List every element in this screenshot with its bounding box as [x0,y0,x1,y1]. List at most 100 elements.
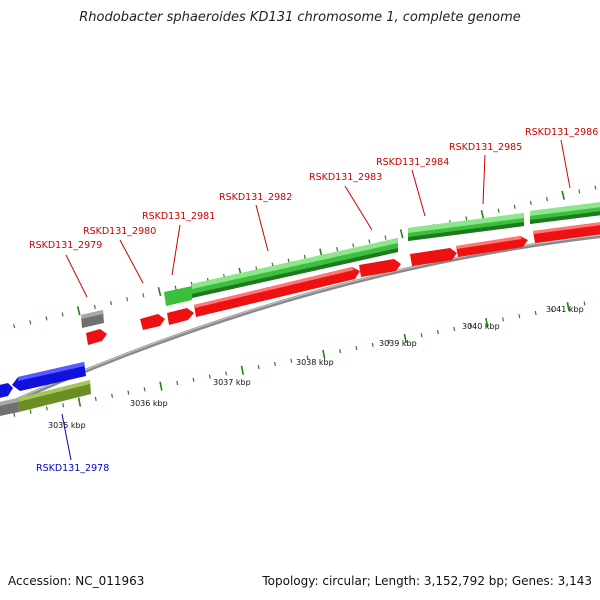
minor-tick [352,243,355,248]
minor-tick [62,403,65,408]
major-tick [480,209,485,220]
minor-tick [273,361,276,366]
minor-tick [271,262,274,267]
minor-tick [594,185,597,190]
gene-RSKD131_2984[interactable] [410,248,457,266]
minor-tick [368,239,371,244]
minor-tick [388,339,390,344]
gene-label-RSKD131_2979[interactable]: RSKD131_2979 [29,240,102,251]
minor-tick [192,377,195,382]
minor-tick [303,254,306,259]
minor-tick [453,326,456,331]
minor-tick [469,323,472,328]
gene-RSKD131_2980[interactable] [140,314,165,330]
gene-label-RSKD131_2978[interactable]: RSKD131_2978 [36,463,109,474]
major-tick [76,306,81,316]
minor-tick [545,197,549,202]
minor-tick [420,333,423,338]
scale-label-3036: 3036 kbp [130,399,168,408]
scale-label-3039: 3039 kbp [379,339,417,348]
major-tick [322,349,326,359]
outer-tick-track [13,185,597,329]
gene-RSKD131_2982[interactable] [194,267,360,317]
minor-tick [384,235,387,240]
minor-tick [436,329,439,335]
inner-tick-track [13,298,600,417]
map-title: Rhodobacter sphaeroides KD131 chromosome… [79,10,521,25]
minor-tick [29,320,32,325]
minor-tick [550,307,553,312]
gene-RSKD131_2985[interactable] [456,236,528,257]
minor-tick [176,380,179,386]
gene-RSKD131_2981[interactable] [167,308,194,325]
minor-tick [208,374,211,379]
gene-label-RSKD131_2985[interactable]: RSKD131_2985 [449,142,522,153]
gene-labels: RSKD131_2979 RSKD131_2980 RSKD131_2981 R… [29,127,598,474]
scale-label-3041: 3041 kbp [546,305,584,314]
red-gene-track [86,222,600,345]
minor-tick [578,189,581,194]
minor-tick [306,355,309,360]
minor-tick [109,300,113,306]
minor-tick [111,393,114,398]
minor-tick [287,258,290,263]
gene-label-RSKD131_2984[interactable]: RSKD131_2984 [376,157,449,168]
gene-label-RSKD131_2981[interactable]: RSKD131_2981 [142,211,215,222]
accession-text: Accession: NC_011963 [8,574,145,588]
major-tick [159,381,163,391]
minor-tick [529,200,532,206]
major-tick [566,302,570,312]
minor-tick [355,345,358,351]
green-gene-track [164,202,600,306]
minor-tick [29,409,32,414]
minor-tick [513,204,516,209]
major-tick [240,365,245,375]
minor-tick [45,406,48,411]
major-tick [561,190,565,200]
topology-text: Topology: circular; Length: 3,152,792 bp… [262,574,592,588]
minor-tick [336,247,339,252]
scale-label-3040: 3040 kbp [462,322,500,331]
gene-label-RSKD131_2986[interactable]: RSKD131_2986 [525,127,598,138]
minor-tick [45,316,48,321]
minor-tick [127,390,130,395]
minor-tick [174,285,177,290]
minor-tick [13,412,16,417]
gene-label-RSKD131_2982[interactable]: RSKD131_2982 [219,192,292,203]
minor-tick [143,387,146,392]
minor-tick [93,304,96,309]
major-tick [403,333,407,343]
major-tick [399,229,404,239]
minor-tick [465,216,468,221]
blue-gene[interactable] [0,383,13,399]
minor-tick [534,310,537,316]
gene-RSKD131_2983[interactable] [359,259,401,277]
gene-label-RSKD131_2983[interactable]: RSKD131_2983 [309,172,382,183]
scale-label-3037: 3037 kbp [213,378,251,387]
minor-tick [339,349,342,354]
minor-tick [142,293,145,298]
scale-label-3038: 3038 kbp [296,358,334,367]
minor-tick [290,358,293,363]
minor-tick [13,324,16,329]
minus-strand-track [0,362,91,416]
major-tick [157,286,162,297]
minor-tick [225,371,228,376]
minor-tick [94,396,97,401]
gene-RSKD131_2979[interactable] [86,329,107,345]
minor-tick [371,342,374,347]
scale-label-3035: 3035 kbp [48,421,86,430]
scale-labels: 3035 kbp 3036 kbp 3037 kbp 3038 kbp 3039… [48,305,584,430]
minor-tick [61,312,64,317]
major-tick [77,397,82,407]
minor-tick [502,317,505,322]
minor-tick [257,364,260,370]
minor-tick [497,208,500,213]
minor-tick [126,297,129,302]
minor-tick [518,314,521,319]
label-connectors [61,139,571,461]
minor-tick [583,301,586,306]
gene-label-RSKD131_2980[interactable]: RSKD131_2980 [83,226,156,237]
green-gene[interactable] [164,286,192,306]
